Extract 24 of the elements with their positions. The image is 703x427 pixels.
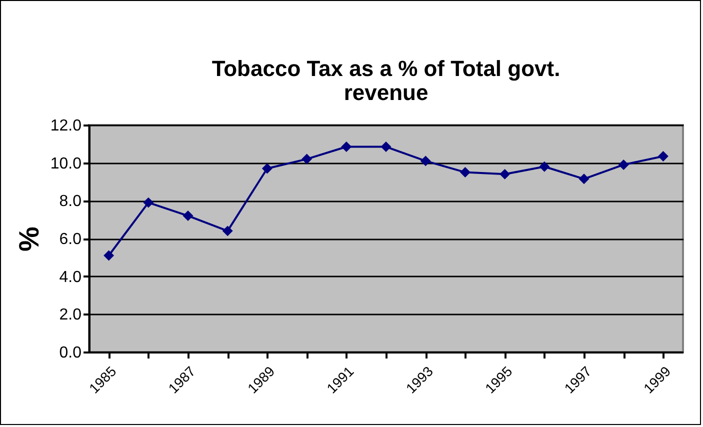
point	[420, 156, 431, 166]
y-axis-title: %	[13, 226, 44, 252]
point	[658, 150, 668, 162]
y-tick-label: 0.0	[59, 344, 82, 362]
point	[104, 250, 114, 261]
y-tick-label: 6.0	[59, 231, 82, 248]
point	[460, 167, 470, 178]
point	[500, 168, 510, 180]
point	[539, 161, 550, 172]
point	[222, 226, 233, 236]
y-tick-label: 8.0	[59, 193, 82, 210]
point	[262, 163, 272, 174]
point	[618, 159, 629, 170]
point	[302, 154, 312, 164]
point	[182, 210, 194, 222]
point	[578, 174, 590, 184]
point	[341, 142, 352, 152]
point	[380, 142, 392, 152]
y-tick-label: 2.0	[59, 306, 82, 324]
y-tick-label: 10.0	[50, 155, 82, 172]
point	[143, 197, 154, 208]
y-tick-label: 12.0	[50, 118, 82, 134]
y-tick-label: 4.0	[59, 268, 82, 286]
chart-title: Tobacco Tax as a % of Total govt. revenue	[212, 56, 560, 105]
